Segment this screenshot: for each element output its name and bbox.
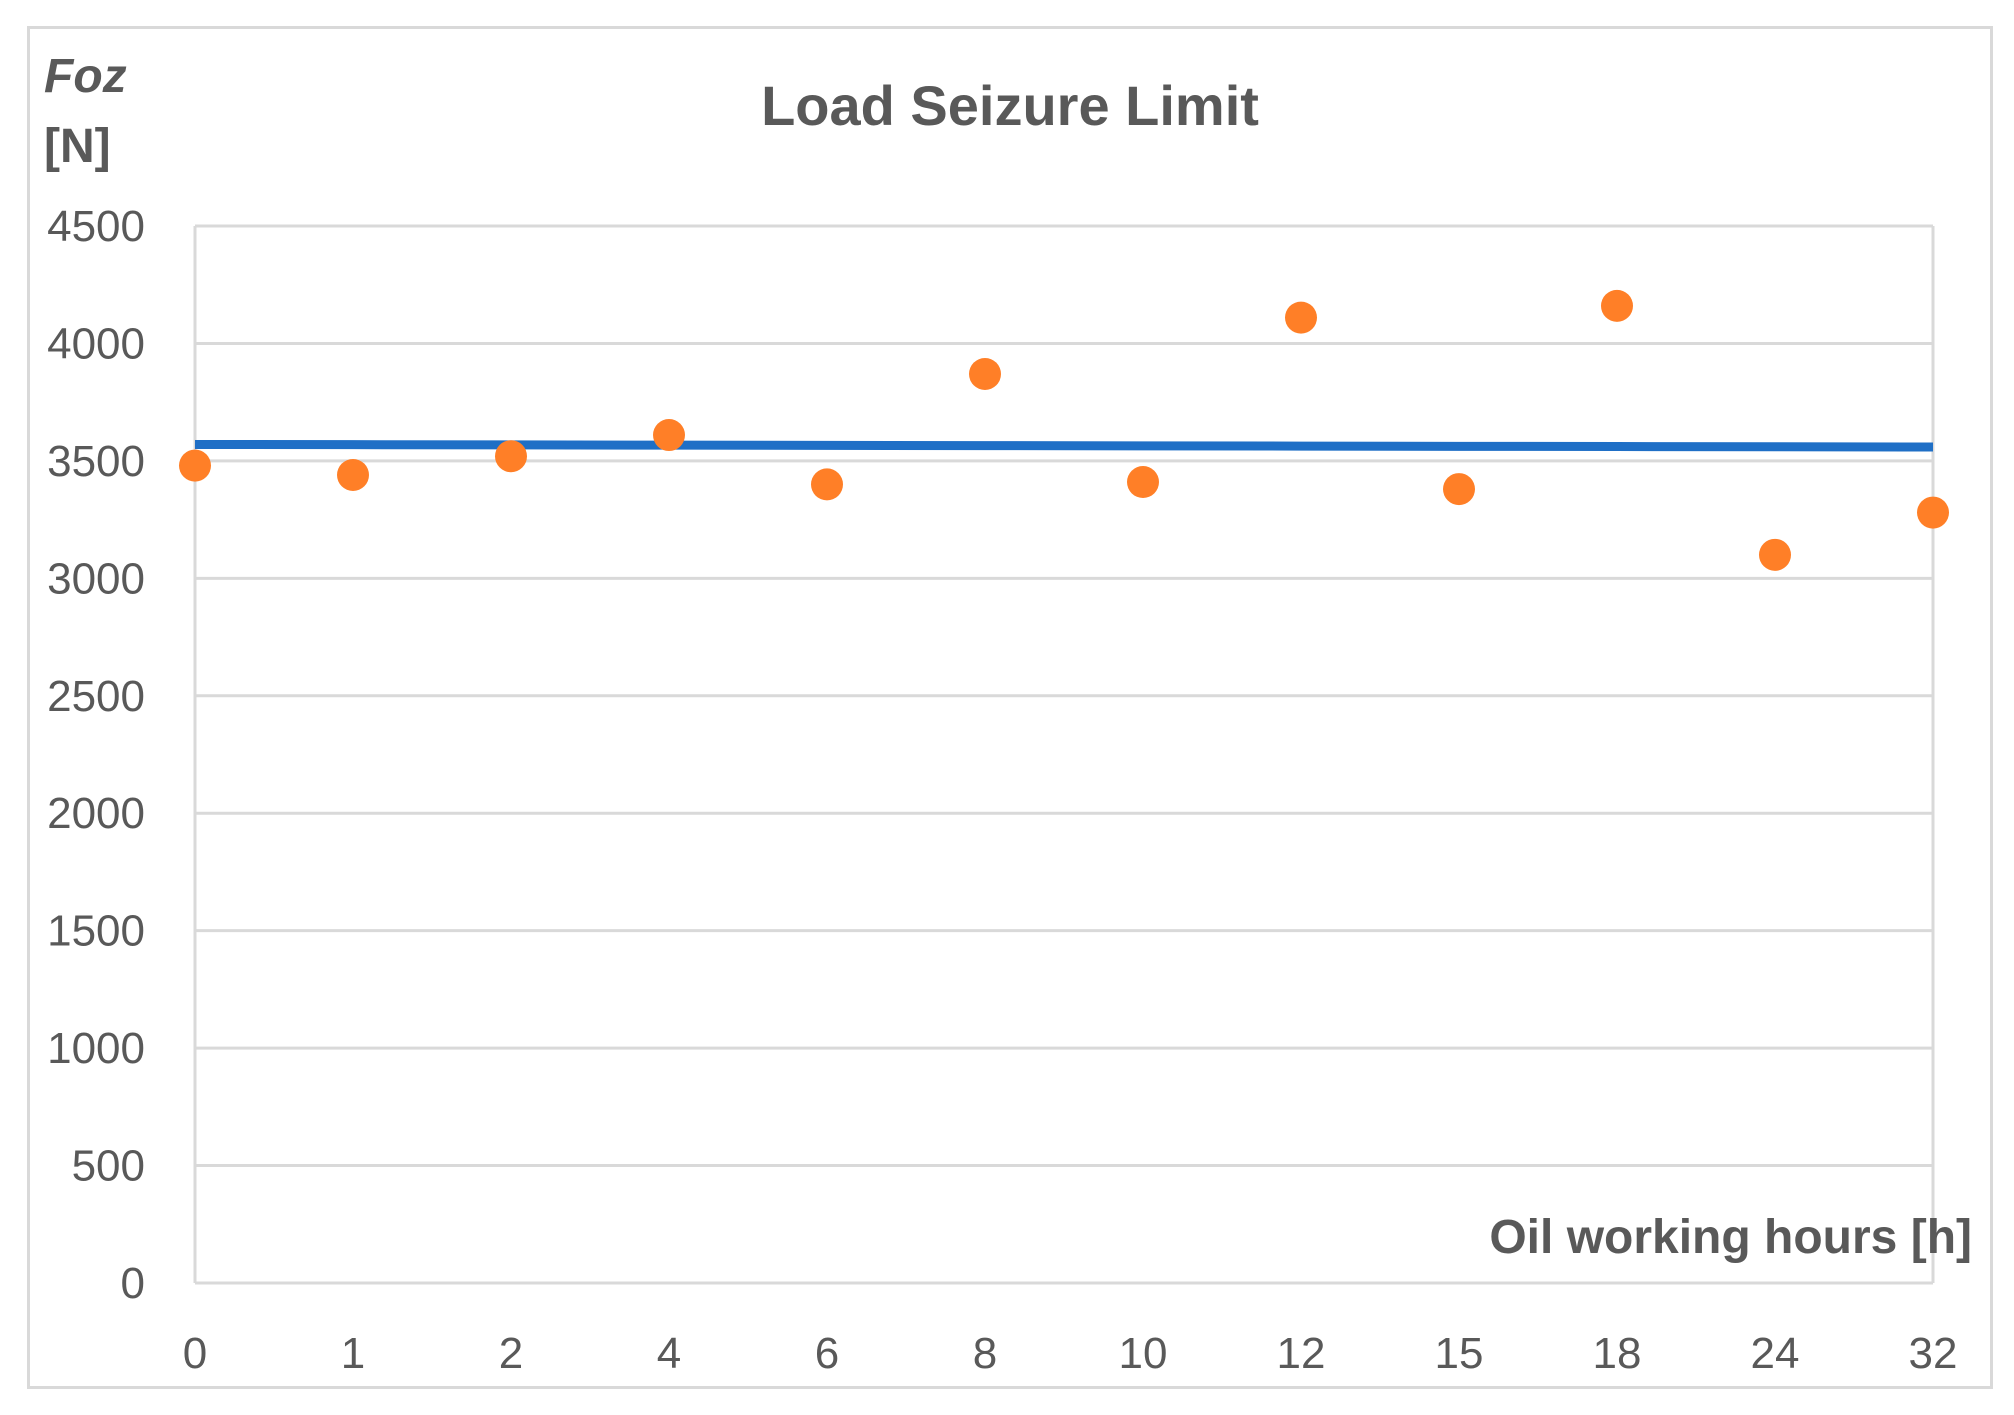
gridlines: [193, 224, 1935, 1285]
data-point: [179, 449, 211, 482]
x-axis-label: Oil working hours [h]: [1489, 1211, 1972, 1264]
x-tick-label: 1: [341, 1329, 365, 1378]
data-point: [1917, 496, 1949, 529]
data-point: [969, 357, 1001, 390]
y-tick-label: 0: [121, 1259, 145, 1308]
x-tick-label: 18: [1593, 1329, 1642, 1378]
trend-line: [194, 439, 1934, 452]
x-tick-label: 2: [499, 1329, 523, 1378]
y-tick-label: 500: [72, 1142, 145, 1191]
data-point: [811, 468, 843, 501]
y-tick-labels: 0 500 1000 1500 2000 2500 3000 3500 4000 4500: [47, 202, 145, 1308]
data-point: [1285, 301, 1317, 334]
x-tick-label: 24: [1751, 1329, 1800, 1378]
chart-title: Load Seizure Limit: [761, 74, 1259, 137]
x-tick-label: 32: [1909, 1329, 1958, 1378]
x-tick-label: 15: [1435, 1329, 1484, 1378]
y-tick-label: 3000: [47, 554, 145, 603]
data-point: [1443, 473, 1475, 506]
y-tick-label: 1500: [47, 907, 145, 956]
y-tick-label: 4000: [47, 319, 145, 368]
y-tick-label: 4500: [47, 202, 145, 251]
x-tick-label: 0: [183, 1329, 207, 1378]
data-point: [653, 419, 685, 452]
y-tick-label: 2000: [47, 789, 145, 838]
y-tick-label: 3500: [47, 437, 145, 486]
data-point: [1759, 538, 1791, 571]
data-point: [337, 458, 369, 491]
data-point: [1127, 466, 1159, 499]
x-tick-label: 8: [973, 1329, 997, 1378]
x-tick-label: 6: [815, 1329, 839, 1378]
x-tick-labels: 0 1 2 4 6 8 10 12 15 18 24 32: [183, 1329, 1958, 1378]
y-axis-label: Foz: [44, 50, 127, 103]
x-tick-label: 10: [1119, 1329, 1168, 1378]
x-tick-label: 4: [657, 1329, 681, 1378]
data-point: [1601, 289, 1633, 322]
data-point: [495, 440, 527, 473]
y-axis-unit: [N]: [44, 120, 111, 173]
y-tick-label: 2500: [47, 672, 145, 721]
y-tick-label: 1000: [47, 1024, 145, 1073]
data-point-layer: [179, 289, 1949, 571]
x-tick-label: 12: [1277, 1329, 1326, 1378]
chart-frame: [27, 26, 1993, 1389]
trend-line-layer: [194, 439, 1934, 452]
